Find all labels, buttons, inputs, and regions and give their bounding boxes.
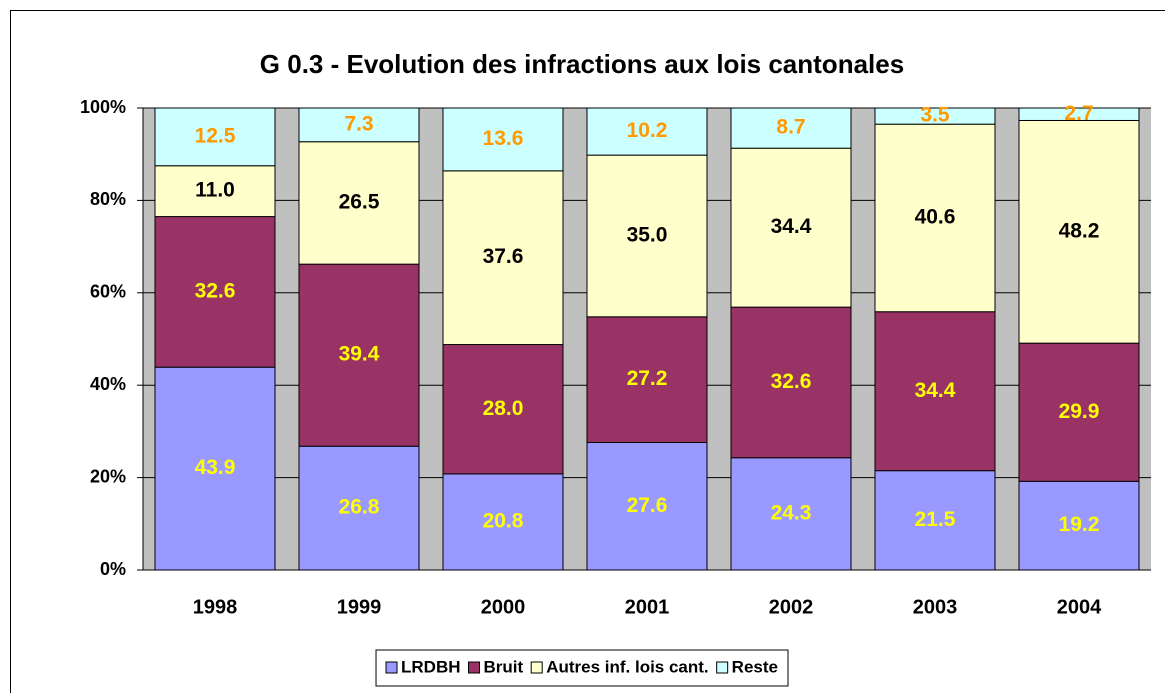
bar-segment (586, 154, 708, 318)
data-label: 24.3 (771, 501, 812, 524)
bar-segment (154, 107, 276, 167)
data-label: 34.4 (771, 215, 812, 238)
bar-segment (442, 344, 564, 475)
bar-segment (154, 165, 276, 218)
y-tick-label: 20% (90, 466, 126, 486)
data-label: 34.4 (915, 379, 956, 402)
bar-segment (298, 141, 420, 265)
x-tick-label: 1999 (337, 596, 382, 618)
x-tick-label: 1998 (193, 596, 238, 618)
data-label: 3.5 (920, 104, 950, 127)
data-label: 10.2 (627, 119, 668, 142)
data-label: 19.2 (1059, 513, 1100, 536)
bar-segment (586, 107, 708, 156)
data-label: 48.2 (1059, 219, 1100, 242)
x-tick-label: 2000 (481, 596, 526, 618)
bar-segment (874, 123, 996, 313)
data-label: 27.6 (627, 494, 668, 517)
data-label: 12.5 (195, 124, 236, 147)
x-tick-label: 2003 (913, 596, 958, 618)
bar-segment (298, 263, 420, 447)
bar-segment (442, 170, 564, 346)
bar-segment (730, 147, 852, 308)
legend-swatch (385, 661, 398, 674)
y-tick-label: 40% (90, 374, 126, 394)
chart-title: G 0.3 - Evolution des infractions aux lo… (260, 49, 904, 79)
data-label: 13.6 (483, 127, 524, 150)
data-label: 40.6 (915, 206, 956, 229)
legend-label: LRDBH (401, 657, 461, 676)
bar-segment (442, 473, 564, 571)
legend-label: Bruit (484, 657, 524, 676)
data-label: 43.9 (195, 456, 236, 479)
y-tick-label: 0% (100, 559, 126, 579)
data-label: 26.8 (339, 496, 380, 519)
bar-segment (298, 107, 420, 143)
data-label: 35.0 (627, 224, 668, 247)
bar-segment (154, 216, 276, 368)
bar-segment (1018, 119, 1140, 344)
bar-segment (730, 306, 852, 459)
bar-segment (298, 445, 420, 571)
legend-label: Autres inf. lois cant. (546, 657, 708, 676)
bar-segment (874, 311, 996, 472)
legend-swatch (530, 661, 543, 674)
data-label: 32.6 (195, 279, 236, 302)
legend: LRDBH Bruit Autres inf. lois cant. Reste (375, 649, 789, 687)
legend-swatch (468, 661, 481, 674)
data-label: 32.6 (771, 370, 812, 393)
data-label: 28.0 (483, 397, 524, 420)
legend-label: Reste (732, 657, 778, 676)
data-label: 21.5 (915, 508, 956, 531)
legend-swatch (716, 661, 729, 674)
bar-segment (442, 107, 564, 172)
data-label: 27.2 (627, 367, 668, 390)
data-label: 37.6 (483, 245, 524, 268)
x-tick-label: 2004 (1057, 596, 1102, 618)
data-label: 7.3 (344, 112, 373, 135)
data-label: 39.4 (339, 343, 380, 366)
x-tick-label: 2001 (625, 596, 670, 618)
bar-segment (1018, 107, 1140, 121)
bar-segment (874, 107, 996, 125)
y-tick-label: 80% (90, 189, 126, 209)
y-tick-label: 100% (80, 97, 126, 117)
bar-segment (730, 457, 852, 571)
data-label: 11.0 (195, 179, 235, 202)
x-tick-label: 2002 (769, 596, 814, 618)
data-label: 8.7 (776, 116, 805, 139)
data-label: 29.9 (1059, 400, 1100, 423)
y-tick-label: 60% (90, 282, 126, 302)
bar-segment (730, 107, 852, 149)
bar-segment (1018, 480, 1140, 571)
bar-segment (586, 316, 708, 443)
data-label: 26.5 (339, 190, 380, 213)
bar-segment (1018, 342, 1140, 482)
data-label: 2.7 (1064, 102, 1093, 125)
data-label: 20.8 (483, 509, 524, 532)
